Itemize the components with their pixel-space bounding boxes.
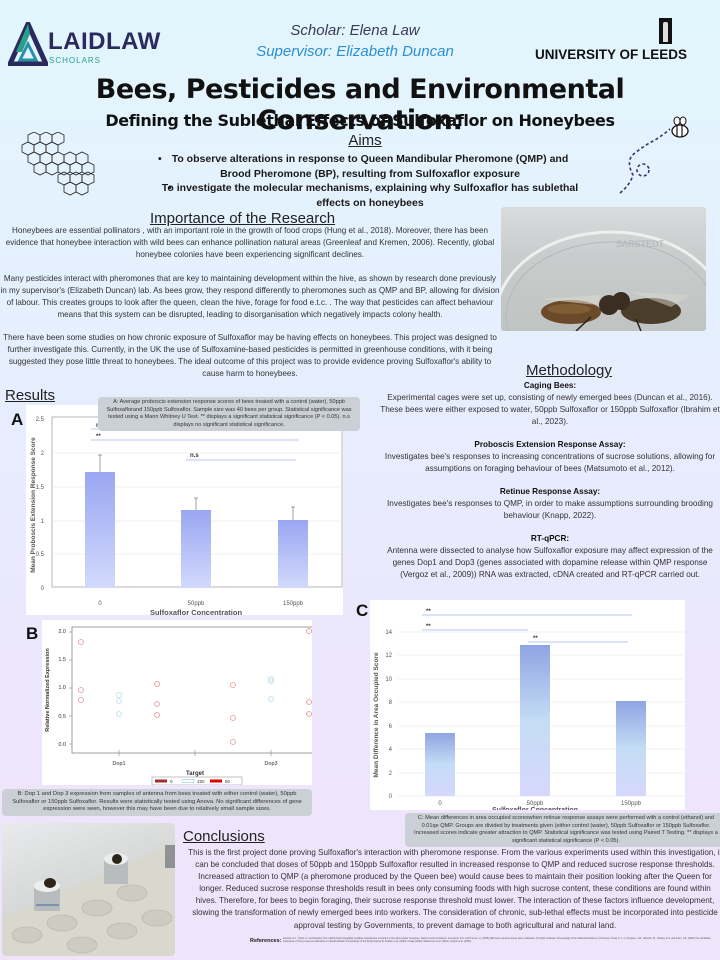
svg-text:2: 2	[41, 451, 45, 457]
laidlaw-sub: SCHOLARS	[49, 56, 102, 65]
svg-text:0: 0	[170, 779, 173, 784]
svg-text:150ppb: 150ppb	[283, 601, 304, 607]
methodology-sections: Caging Bees: Experimental cages were set…	[380, 380, 720, 581]
method-text: Experimental cages were set up, consisti…	[380, 393, 720, 426]
university-name: UNIVERSITY OF LEEDS	[534, 47, 687, 62]
panel-label-c: C	[356, 601, 369, 620]
university-logo: UNIVERSITY OF LEEDS	[534, 18, 687, 64]
panel-label-b: B	[26, 624, 39, 643]
svg-text:6: 6	[389, 724, 393, 730]
conclusions-text: This is the first project done proving S…	[188, 848, 720, 930]
bee-petri-dish-photo: SARSTEDT	[501, 207, 706, 331]
svg-text:Mean Proboscis Extension Respo: Mean Proboscis Extension Response Score	[30, 437, 37, 573]
svg-text:2.5: 2.5	[36, 417, 45, 423]
caption-a: A: Average proboscis extension response …	[98, 397, 360, 431]
supervisor-name: Supervisor: Elizabeth Duncan	[256, 43, 454, 60]
svg-text:150: 150	[197, 779, 205, 784]
scholar-name: Scholar: Elena Law	[290, 22, 420, 39]
aim-item: To observe alterations in response to Qu…	[150, 152, 580, 181]
references-text: Duncan, E.J., Hyink, O. and Dearden, P.K…	[283, 937, 711, 944]
svg-text:50ppb: 50ppb	[188, 601, 205, 607]
poster-subtitle: Defining the Sublethal Effects of Sulfox…	[105, 111, 615, 130]
svg-text:Mean Difference in Area Occupi: Mean Difference in Area Occupied Score	[373, 652, 380, 777]
conclusions-heading: Conclusions	[183, 828, 265, 845]
method-title: Caging Bees:	[523, 381, 577, 390]
svg-text:**: **	[533, 636, 538, 642]
laidlaw-triangle-icon	[8, 22, 48, 66]
svg-text:50ppb: 50ppb	[527, 801, 544, 807]
importance-paragraph: Many pesticides interact with pheromones…	[0, 273, 500, 319]
chart-b-gene-expression: 0.0 0.5 1.0 1.5 2.0	[42, 620, 323, 786]
parkinson-tower-icon	[659, 18, 672, 44]
methodology-heading: Methodology	[526, 362, 612, 379]
panel-label-a: A	[11, 410, 24, 429]
svg-text:**: **	[426, 624, 431, 630]
svg-text:1.5: 1.5	[36, 485, 45, 491]
poster-title: Bees, Pesticides and Environmental Conse…	[95, 74, 625, 136]
method-text: Antenna were dissected to analyse how Su…	[387, 546, 713, 579]
laidlaw-logo: LAIDLAW SCHOLARS	[8, 22, 160, 68]
svg-text:0: 0	[389, 794, 393, 800]
svg-text:0.5: 0.5	[36, 552, 45, 558]
aims-heading: Aims	[348, 132, 382, 149]
importance-text: Honeybees are essential pollinators , wi…	[0, 225, 500, 392]
chart-c-retinue: 0 2 4 6 8 10 12 14 ** ** ** 0 50ppb 150p…	[370, 600, 685, 814]
svg-text:Relative Normalized Expression: Relative Normalized Expression	[45, 648, 51, 732]
svg-text:150ppb: 150ppb	[621, 801, 642, 807]
chart-b-legend: 0 150 50	[151, 776, 243, 786]
svg-text:0: 0	[438, 801, 442, 807]
svg-text:1.0: 1.0	[58, 685, 66, 691]
svg-text:**: **	[96, 434, 101, 440]
results-heading: Results	[5, 387, 56, 404]
importance-heading: Importance of the Research	[150, 210, 336, 227]
svg-text:1: 1	[41, 519, 45, 525]
svg-text:8: 8	[389, 700, 393, 706]
method-title: RT-qPCR:	[530, 534, 570, 543]
svg-text:n.s: n.s	[190, 453, 199, 459]
aims-list: To observe alterations in response to Qu…	[150, 152, 580, 210]
svg-text:2: 2	[389, 771, 393, 777]
aim-item: To investigate the molecular mechanisms,…	[150, 181, 580, 210]
svg-text:Dop1: Dop1	[112, 761, 125, 767]
method-title: Proboscis Extension Response Assay:	[474, 440, 626, 449]
bee-cage-photo	[2, 823, 175, 956]
method-title: Retinue Response Assay:	[499, 487, 601, 496]
svg-text:10: 10	[385, 677, 392, 683]
svg-text:0: 0	[98, 601, 102, 607]
svg-text:2.0: 2.0	[58, 629, 66, 635]
svg-text:SARSTEDT: SARSTEDT	[616, 239, 665, 249]
importance-paragraph: There have been some studies on how chro…	[3, 333, 497, 378]
svg-text:14: 14	[385, 630, 392, 636]
svg-text:1.5: 1.5	[58, 657, 66, 663]
chart-a-proboscis: 0 0.5 1 1.5 2 2.5 n.s ** n.s 0	[26, 405, 343, 617]
svg-text:50: 50	[225, 779, 231, 784]
method-text: Investigates bee's responses to QMP, in …	[387, 499, 713, 520]
honeycomb-icon	[21, 132, 95, 196]
importance-paragraph: Honeybees are essential pollinators , wi…	[5, 226, 495, 259]
svg-text:**: **	[426, 609, 431, 615]
svg-text:12: 12	[385, 653, 392, 659]
svg-text:4: 4	[389, 747, 393, 753]
svg-text:Sulfoxaflor Concentration: Sulfoxaflor Concentration	[492, 807, 578, 810]
laidlaw-name: LAIDLAW	[48, 28, 161, 55]
svg-text:Sulfoxaflor Concentration: Sulfoxaflor Concentration	[150, 608, 243, 615]
references-label: References:	[250, 938, 282, 944]
bee-icon	[619, 116, 689, 194]
caption-c: C: Mean differences in area occupied sco…	[405, 813, 720, 847]
svg-text:0.0: 0.0	[58, 742, 66, 748]
svg-text:Target: Target	[186, 771, 204, 777]
svg-text:0.5: 0.5	[58, 714, 66, 720]
method-text: Investigates bee's responses to increasi…	[384, 452, 716, 473]
svg-text:Dop3: Dop3	[264, 761, 277, 767]
svg-text:0: 0	[41, 586, 45, 592]
caption-b: B: Dop 1 and Dop 3 expression from sampl…	[2, 789, 312, 816]
